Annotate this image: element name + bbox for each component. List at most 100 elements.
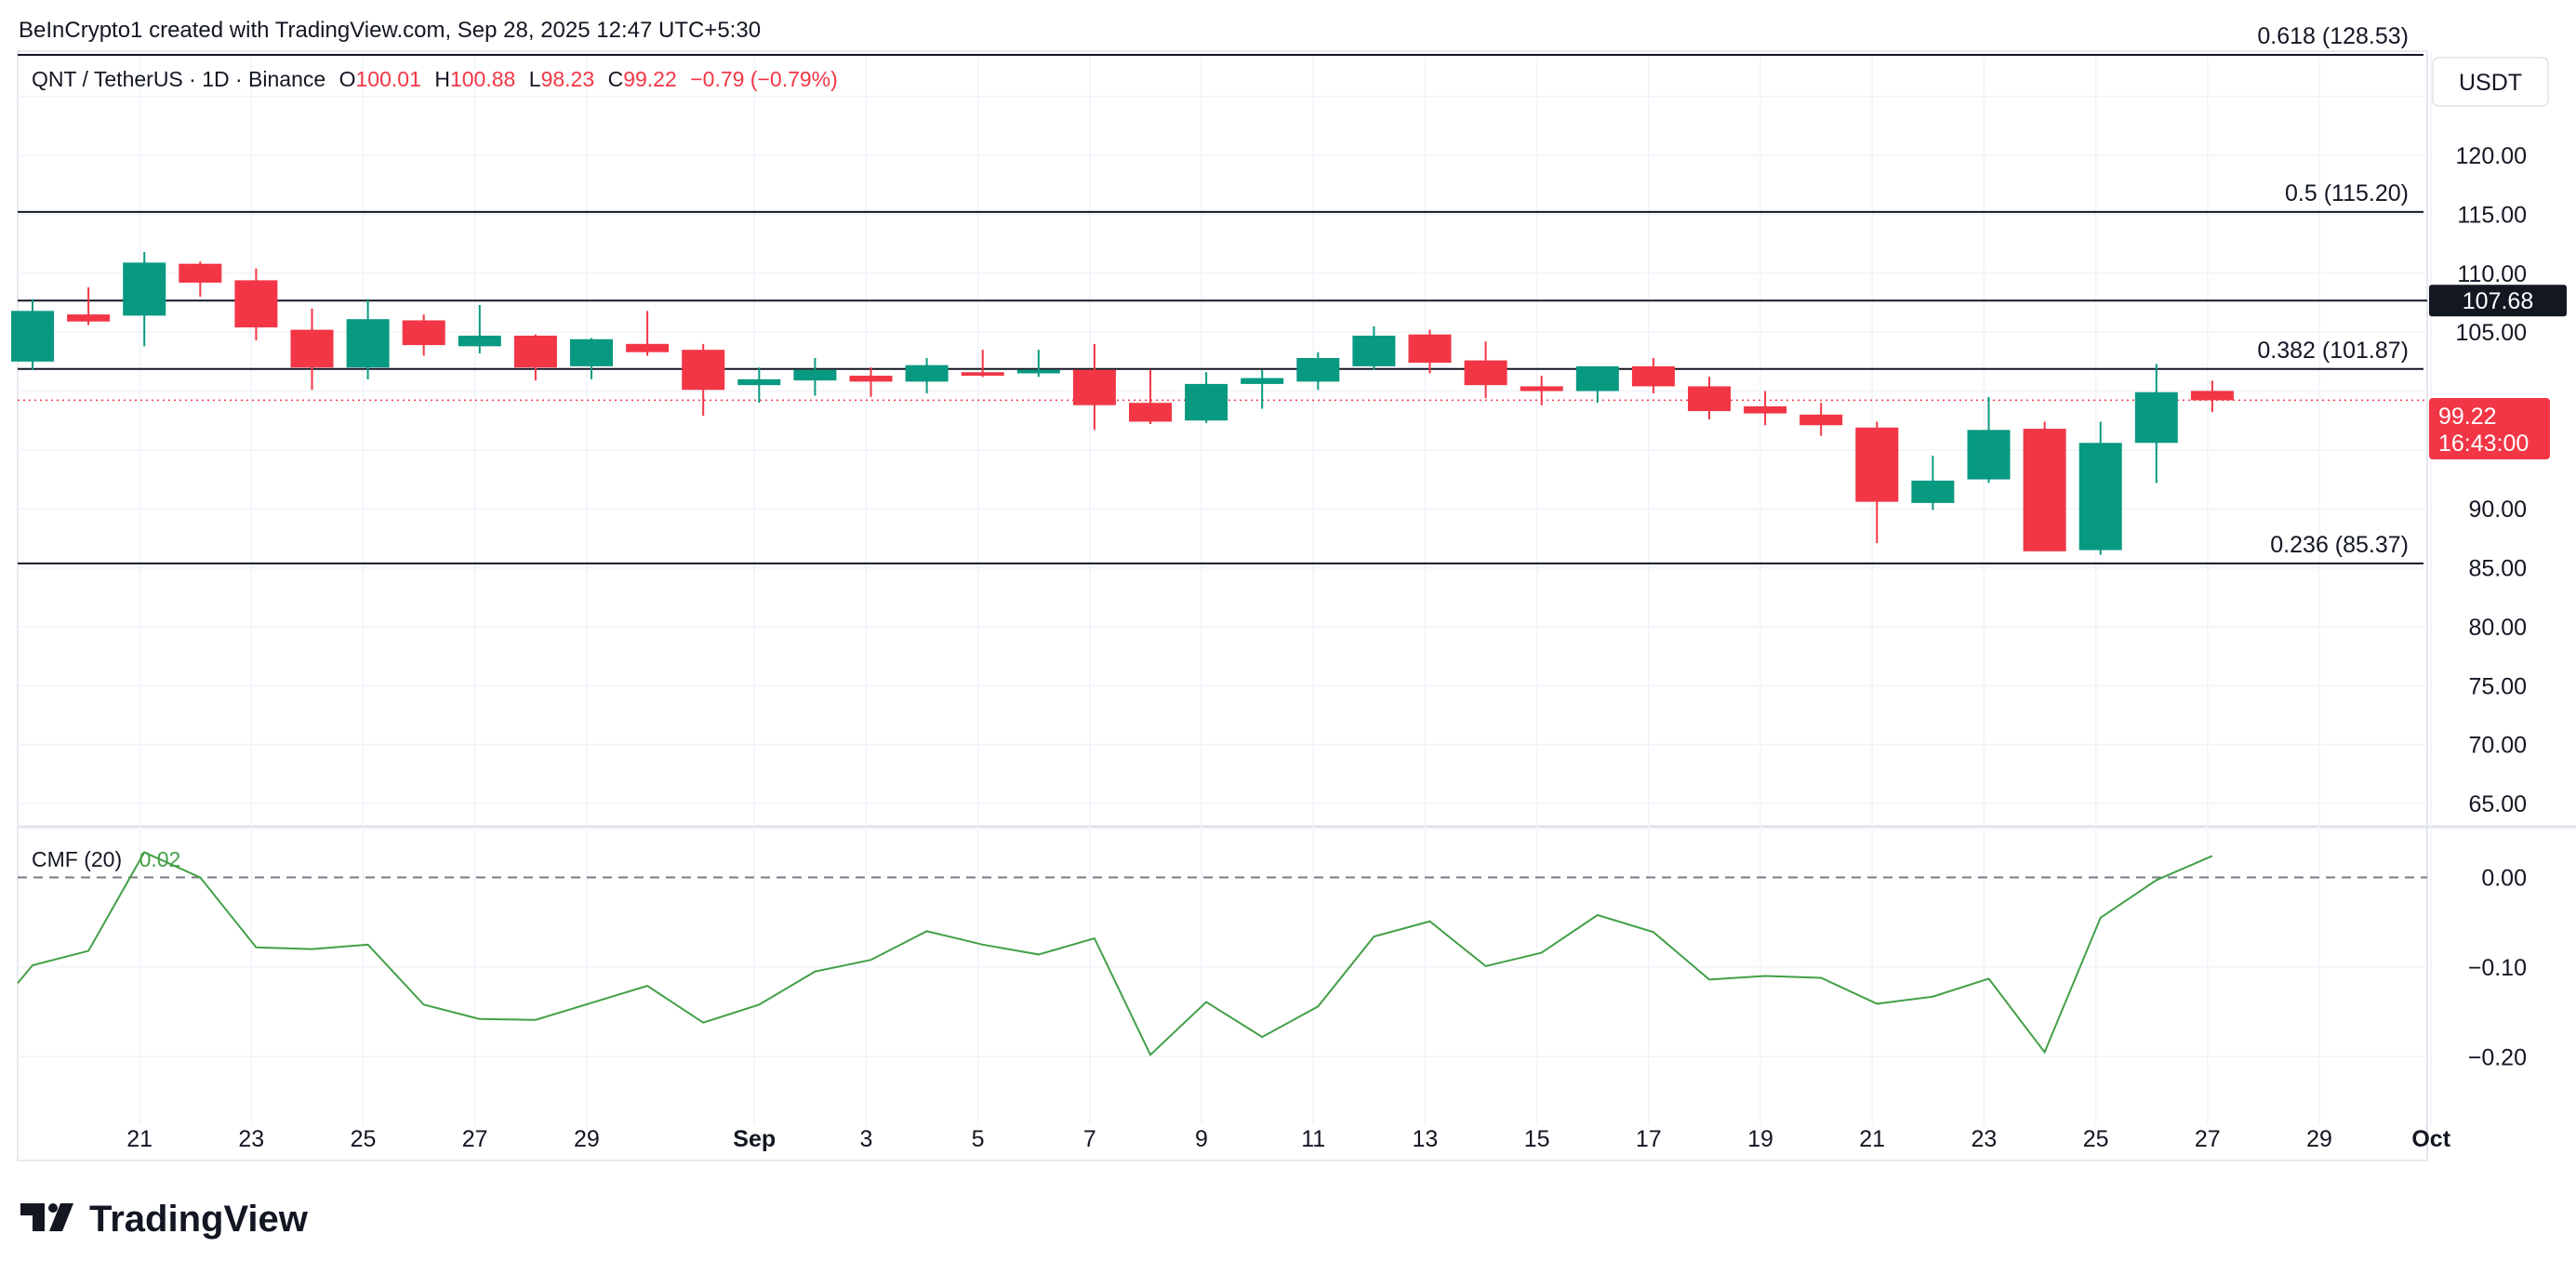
candle-body bbox=[570, 338, 613, 366]
candle-body bbox=[682, 350, 725, 391]
attribution-header: BeInCrypto1 created with TradingView.com… bbox=[19, 18, 761, 43]
candle-body bbox=[1520, 386, 1563, 391]
candle-sep-26 bbox=[2078, 421, 2122, 555]
candle-aug-26 bbox=[346, 299, 390, 379]
price-tick-label: 120.00 bbox=[2456, 143, 2527, 169]
candle-body bbox=[737, 378, 781, 386]
time-tick-label: 25 bbox=[351, 1126, 377, 1152]
candle-body bbox=[849, 376, 893, 382]
candle-sep-17 bbox=[1575, 365, 1619, 404]
candle-body bbox=[1129, 403, 1172, 422]
candle-body bbox=[1855, 427, 1899, 502]
time-tick-label: Oct bbox=[2411, 1126, 2450, 1152]
candle-body bbox=[234, 280, 278, 328]
cmf-axis-labels: 0.00 −0.10 −0.20 bbox=[2468, 866, 2527, 1071]
candle-body bbox=[1464, 360, 1507, 386]
candle-body bbox=[1688, 386, 1731, 412]
cmf-tick-label: 0.00 bbox=[2481, 866, 2527, 892]
candle-sep-6 bbox=[961, 350, 1004, 378]
horizontal-line-tag bbox=[2429, 285, 2567, 317]
candle-sep-25 bbox=[2023, 421, 2066, 551]
candle-sep-18 bbox=[1631, 358, 1675, 394]
candle-sep-20 bbox=[1744, 391, 1787, 426]
cmf-legend: CMF (20) 0.02 bbox=[32, 847, 180, 871]
time-tick-label: 29 bbox=[2306, 1126, 2332, 1152]
candle-sep-13 bbox=[1352, 325, 1396, 370]
price-axis-labels: 65.0070.0075.0080.0085.0090.0095.00105.0… bbox=[2456, 85, 2527, 817]
last-price-tag bbox=[2429, 398, 2550, 459]
candle-aug-25 bbox=[290, 308, 334, 391]
candle-body bbox=[2134, 391, 2178, 444]
candle-sep-19 bbox=[1688, 377, 1731, 419]
time-gridlines bbox=[139, 51, 2432, 1125]
candle-body bbox=[290, 329, 334, 368]
candle-body bbox=[1408, 334, 1452, 364]
candle-sep-15 bbox=[1464, 341, 1507, 399]
time-axis-labels: 21 23 25 27 29 Sep 3 5 7 9 11 13 15 17 19 21 23 25 27 29 Oct bbox=[126, 1126, 2451, 1152]
price-gridlines bbox=[18, 95, 2427, 804]
time-tick-label: 5 bbox=[972, 1126, 985, 1152]
fib-level-0.382-label: 0.382 (101.87) bbox=[2257, 338, 2409, 364]
candle-body bbox=[458, 335, 501, 347]
candle-body bbox=[1016, 369, 1060, 374]
cmf-gridlines bbox=[18, 966, 2427, 1058]
candle-body bbox=[1744, 405, 1787, 414]
currency-button-label[interactable]: USDT bbox=[2459, 70, 2522, 96]
candle-body bbox=[1911, 480, 1955, 503]
candle-aug-27 bbox=[402, 314, 445, 356]
price-tick-label: 75.00 bbox=[2468, 673, 2527, 699]
candle-sep-1 bbox=[682, 343, 725, 417]
cmf-tick-label: −0.10 bbox=[2468, 955, 2527, 981]
low-label: L bbox=[529, 67, 541, 91]
candle-sep-2 bbox=[737, 367, 781, 404]
candle-sep-23 bbox=[1911, 456, 1955, 511]
candle-body bbox=[1241, 378, 1284, 384]
candle-body bbox=[1799, 414, 1843, 426]
open-value: 100.01 bbox=[356, 67, 421, 91]
price-tick-label: 110.00 bbox=[2457, 261, 2527, 287]
time-tick-label: Sep bbox=[733, 1126, 776, 1152]
tradingview-logo-icon bbox=[20, 1203, 73, 1231]
tradingview-logo[interactable]: TradingView bbox=[20, 1199, 309, 1240]
tradingview-wordmark: TradingView bbox=[89, 1199, 309, 1240]
candle-body bbox=[402, 320, 445, 346]
candle-body bbox=[179, 263, 222, 283]
time-tick-label: 25 bbox=[2083, 1126, 2109, 1152]
candle-sep-10 bbox=[1185, 372, 1228, 423]
time-tick-label: 3 bbox=[859, 1126, 872, 1152]
candle-aug-20 bbox=[11, 299, 54, 370]
symbol-label: QNT / TetherUS · 1D · Binance bbox=[32, 67, 325, 91]
time-tick-label: 9 bbox=[1195, 1126, 1208, 1152]
time-tick-label: 21 bbox=[1859, 1126, 1885, 1152]
candle-body bbox=[1072, 369, 1116, 405]
candle-body bbox=[1631, 365, 1675, 387]
fibonacci-levels[interactable]: 0.618 (128.53) 0.5 (115.20) 0.382 (101.87)… bbox=[18, 23, 2423, 564]
close-value: 99.22 bbox=[623, 67, 677, 91]
candle-body bbox=[1296, 358, 1340, 382]
time-tick-label: 23 bbox=[238, 1126, 264, 1152]
time-tick-label: 7 bbox=[1083, 1126, 1096, 1152]
price-tick-label: 115.00 bbox=[2457, 202, 2527, 228]
currency-button[interactable] bbox=[2432, 57, 2549, 107]
candle-sep-5 bbox=[905, 358, 949, 394]
price-tick-label: 105.00 bbox=[2456, 320, 2527, 346]
change-value: −0.79 (−0.79%) bbox=[690, 67, 838, 91]
candle-aug-24 bbox=[234, 268, 278, 341]
cmf-tick-label: −0.20 bbox=[2468, 1044, 2527, 1070]
price-tick-label: 80.00 bbox=[2468, 615, 2527, 641]
candle-body bbox=[346, 319, 390, 368]
horizontal-line-tag-label: 107.68 bbox=[2463, 288, 2533, 314]
high-label: H bbox=[434, 67, 450, 91]
time-tick-label: 11 bbox=[1301, 1126, 1325, 1152]
candle-sep-3 bbox=[793, 358, 837, 396]
candle-sep-21 bbox=[1799, 403, 1843, 436]
time-tick-label: 27 bbox=[2195, 1126, 2221, 1152]
candle-body bbox=[2078, 443, 2122, 551]
fib-level-0.618-label: 0.618 (128.53) bbox=[2257, 23, 2409, 49]
candle-aug-28 bbox=[458, 305, 501, 353]
candle-aug-22 bbox=[123, 251, 166, 347]
candle-sep-22 bbox=[1855, 421, 1899, 543]
candle-sep-9 bbox=[1129, 369, 1172, 424]
time-tick-label: 29 bbox=[574, 1126, 600, 1152]
low-value: 98.23 bbox=[541, 67, 595, 91]
